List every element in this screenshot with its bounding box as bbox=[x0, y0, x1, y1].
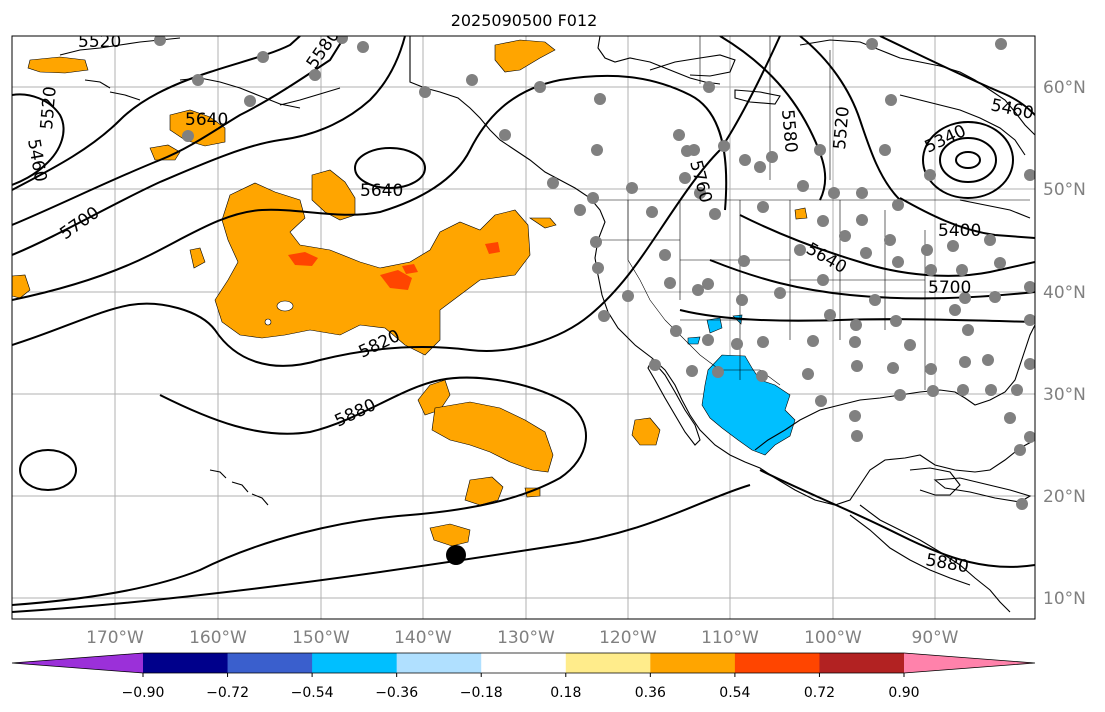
colorbar-segment bbox=[565, 653, 651, 673]
colorbar-tick: 0.36 bbox=[635, 685, 666, 701]
colorbar-segment bbox=[227, 653, 313, 673]
colorbar-tick: 0.18 bbox=[550, 685, 581, 701]
map-title: 2025090500 F012 bbox=[451, 11, 598, 30]
graticule bbox=[12, 36, 1035, 619]
lat-label: 60°N bbox=[1043, 78, 1086, 98]
lon-label: 160°W bbox=[189, 628, 247, 648]
contour-label: 5400 bbox=[938, 221, 981, 241]
lon-label: 120°W bbox=[599, 628, 657, 648]
contour-label: 5640 bbox=[185, 110, 228, 130]
lat-label: 20°N bbox=[1043, 487, 1086, 507]
colorbar-tick: −0.72 bbox=[206, 685, 249, 701]
colorbar-tick: −0.18 bbox=[460, 685, 503, 701]
colorbar-segment bbox=[396, 653, 482, 673]
contour-label: 5520 bbox=[830, 106, 854, 151]
colorbar-tick: −0.54 bbox=[291, 685, 334, 701]
colorbar-extend-min bbox=[12, 653, 143, 673]
latitude-labels: 60°N 50°N 40°N 30°N 20°N 10°N bbox=[1043, 78, 1086, 609]
colorbar-segment bbox=[143, 653, 229, 673]
lon-label: 110°W bbox=[701, 628, 759, 648]
contour-label: 5580 bbox=[777, 109, 801, 154]
lon-label: 170°W bbox=[86, 628, 144, 648]
contour-label: 5640 bbox=[360, 181, 403, 201]
negative-anomaly-regions bbox=[687, 314, 796, 456]
colorbar bbox=[11, 652, 1036, 677]
colorbar-tick: 0.72 bbox=[804, 685, 835, 701]
lon-label: 130°W bbox=[497, 628, 555, 648]
contour-label: 5520 bbox=[37, 86, 61, 131]
strong-positive-anomaly-regions bbox=[288, 242, 500, 290]
colorbar-segment bbox=[819, 653, 905, 673]
lon-label: 90°W bbox=[912, 628, 959, 648]
colorbar-segment bbox=[734, 653, 820, 673]
lat-label: 10°N bbox=[1043, 589, 1086, 609]
contour-label: 5700 bbox=[928, 278, 971, 298]
height-contours bbox=[12, 36, 1035, 613]
positive-anomaly-regions bbox=[12, 39, 808, 547]
cyclone-marker bbox=[446, 545, 466, 565]
lon-label: 100°W bbox=[804, 628, 862, 648]
lat-label: 50°N bbox=[1043, 180, 1086, 200]
colorbar-tick: −0.36 bbox=[375, 685, 418, 701]
colorbar-segment bbox=[312, 653, 398, 673]
colorbar-tick: 0.90 bbox=[888, 685, 919, 701]
map-frame bbox=[11, 35, 1036, 620]
colorbar-tick: 0.54 bbox=[719, 685, 750, 701]
longitude-labels: 170°W 160°W 150°W 140°W 130°W 120°W 110°… bbox=[86, 628, 959, 648]
colorbar-extend-max bbox=[904, 653, 1035, 673]
station-dots bbox=[154, 36, 1035, 510]
colorbar-segment bbox=[481, 653, 567, 673]
contour-label: 5520 bbox=[78, 32, 121, 52]
colorbar-tick-labels: −0.90 −0.72 −0.54 −0.36 −0.18 0.18 0.36 … bbox=[122, 685, 920, 701]
colorbar-segment bbox=[650, 653, 736, 673]
colorbar-tick: −0.90 bbox=[122, 685, 165, 701]
map-area bbox=[12, 36, 1035, 619]
lat-label: 40°N bbox=[1043, 283, 1086, 303]
lon-label: 150°W bbox=[292, 628, 350, 648]
lon-label: 140°W bbox=[394, 628, 452, 648]
positive-anomaly-holes bbox=[264, 300, 294, 326]
lat-label: 30°N bbox=[1043, 385, 1086, 405]
